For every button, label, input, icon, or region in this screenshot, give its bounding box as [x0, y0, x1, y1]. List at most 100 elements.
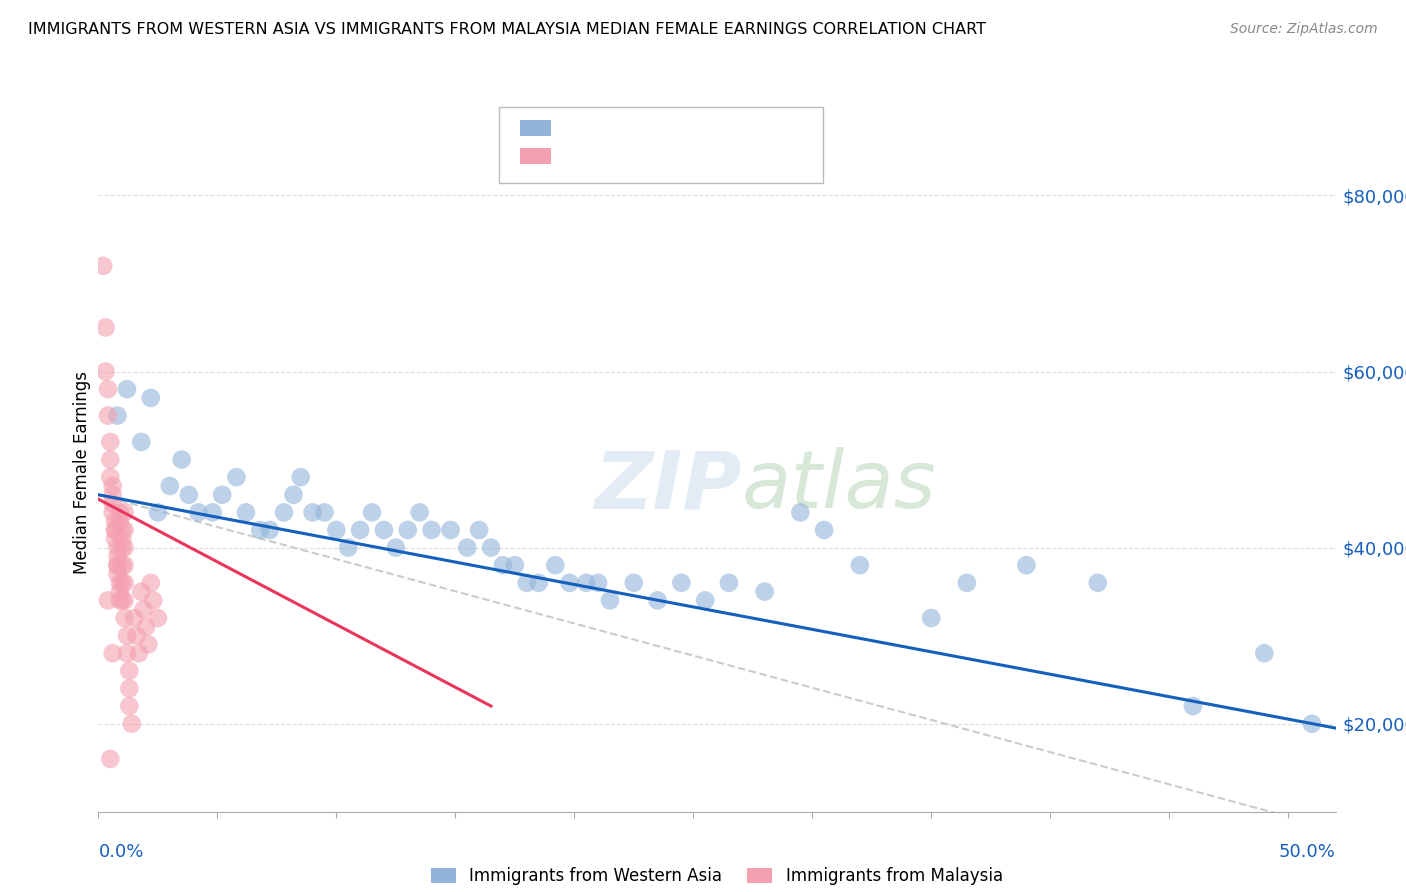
Text: Source: ZipAtlas.com: Source: ZipAtlas.com: [1230, 22, 1378, 37]
Point: [349, 523, 371, 537]
Point: [385, 541, 408, 555]
Point: [408, 505, 430, 519]
Point: [114, 611, 136, 625]
Point: [177, 488, 200, 502]
Point: [118, 681, 141, 696]
Point: [101, 488, 124, 502]
Point: [114, 505, 136, 519]
Point: [1301, 716, 1323, 731]
Point: [107, 409, 129, 423]
Point: [108, 514, 131, 528]
Point: [115, 382, 138, 396]
Point: [301, 505, 323, 519]
Point: [101, 497, 124, 511]
Point: [283, 488, 305, 502]
Point: [114, 558, 136, 573]
Text: 50.0%: 50.0%: [1279, 843, 1336, 861]
Point: [516, 575, 538, 590]
Point: [142, 593, 165, 607]
Point: [1015, 558, 1038, 573]
Point: [420, 523, 443, 537]
Point: [337, 541, 360, 555]
Point: [104, 532, 127, 546]
Point: [98, 452, 121, 467]
Point: [118, 699, 141, 714]
Point: [789, 505, 811, 519]
Text: R = -0.285   N = 58: R = -0.285 N = 58: [560, 147, 742, 165]
Point: [114, 523, 136, 537]
Point: [479, 541, 502, 555]
Point: [97, 382, 120, 396]
Point: [114, 575, 136, 590]
Point: [132, 602, 155, 616]
Point: [492, 558, 515, 573]
Point: [373, 523, 395, 537]
Point: [187, 505, 209, 519]
Point: [115, 629, 138, 643]
Point: [128, 646, 150, 660]
Point: [114, 593, 136, 607]
Point: [361, 505, 384, 519]
Point: [249, 523, 271, 537]
Point: [671, 575, 693, 590]
Point: [108, 593, 131, 607]
Text: R = -0.539   N = 58: R = -0.539 N = 58: [560, 119, 742, 136]
Point: [115, 646, 138, 660]
Text: IMMIGRANTS FROM WESTERN ASIA VS IMMIGRANTS FROM MALAYSIA MEDIAN FEMALE EARNINGS : IMMIGRANTS FROM WESTERN ASIA VS IMMIGRAN…: [28, 22, 986, 37]
Point: [98, 470, 121, 484]
Point: [122, 611, 145, 625]
Point: [97, 593, 120, 607]
Point: [108, 575, 131, 590]
Point: [111, 575, 134, 590]
Point: [111, 558, 134, 573]
Point: [503, 558, 526, 573]
Point: [558, 575, 581, 590]
Point: [121, 716, 143, 731]
Point: [544, 558, 567, 573]
Point: [623, 575, 645, 590]
Point: [94, 364, 117, 378]
Point: [114, 541, 136, 555]
Point: [575, 575, 598, 590]
Point: [849, 558, 872, 573]
Point: [139, 391, 162, 405]
Point: [647, 593, 669, 607]
Y-axis label: Median Female Earnings: Median Female Earnings: [73, 371, 91, 574]
Point: [107, 549, 129, 564]
Point: [108, 584, 131, 599]
Legend: Immigrants from Western Asia, Immigrants from Malaysia: Immigrants from Western Asia, Immigrants…: [425, 860, 1010, 891]
Point: [111, 532, 134, 546]
Point: [920, 611, 942, 625]
Point: [139, 575, 162, 590]
Point: [125, 629, 148, 643]
Point: [1253, 646, 1275, 660]
Point: [273, 505, 295, 519]
Point: [225, 470, 247, 484]
Point: [717, 575, 740, 590]
Point: [108, 505, 131, 519]
Point: [527, 575, 550, 590]
Text: 0.0%: 0.0%: [98, 843, 143, 861]
Point: [201, 505, 224, 519]
Point: [396, 523, 419, 537]
Point: [1181, 699, 1204, 714]
Point: [107, 541, 129, 555]
Point: [111, 523, 134, 537]
Point: [211, 488, 233, 502]
Point: [101, 479, 124, 493]
Point: [101, 505, 124, 519]
Point: [599, 593, 621, 607]
Point: [468, 523, 491, 537]
Point: [314, 505, 336, 519]
Point: [107, 567, 129, 582]
Point: [146, 505, 169, 519]
Point: [104, 514, 127, 528]
Point: [138, 637, 160, 651]
Point: [695, 593, 717, 607]
Point: [98, 434, 121, 449]
Text: atlas: atlas: [742, 447, 936, 525]
Point: [129, 434, 152, 449]
Point: [94, 320, 117, 334]
Point: [325, 523, 347, 537]
Point: [146, 611, 169, 625]
